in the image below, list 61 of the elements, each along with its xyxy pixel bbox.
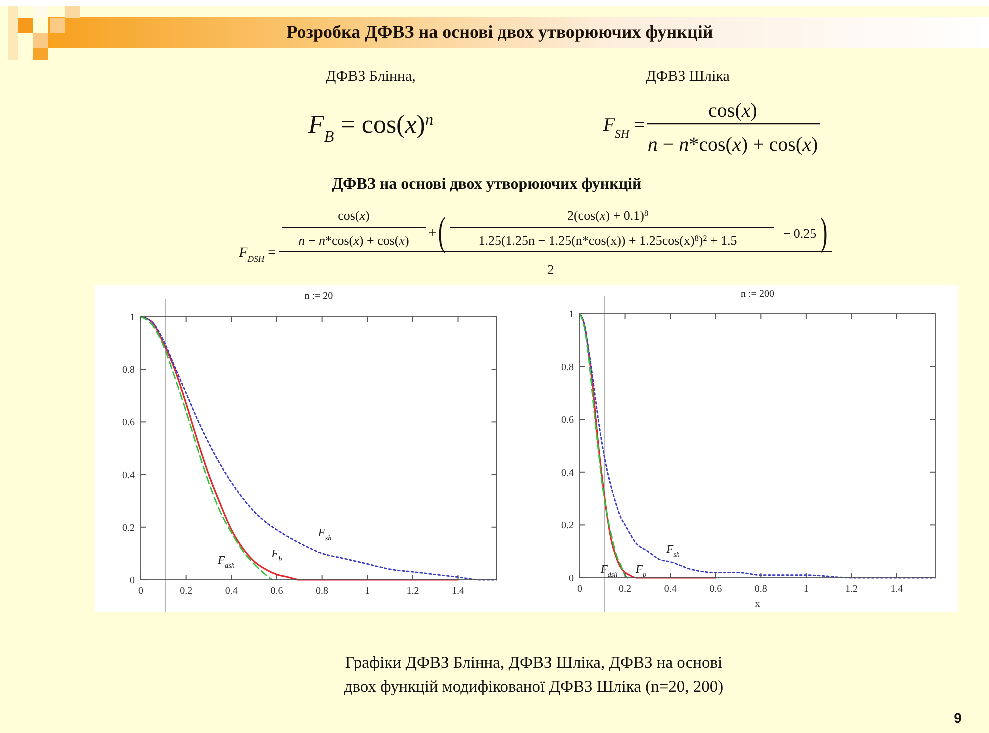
text: Графіки ДФВЗ Блінна, ДФВЗ Шліка, ДФВЗ на основі bbox=[345, 653, 724, 672]
text: F$_{B}$ = cos(x)$^{n}$ bbox=[308, 110, 434, 146]
text: ( bbox=[438, 209, 446, 254]
y-tick-label: 0 bbox=[130, 576, 135, 586]
x-tick-label: 0 bbox=[138, 586, 144, 597]
text: 1.25(1.25n − 1.25(n*cos(x)) + 1.25cos(x)$^{8}$)$^{2}$ + 1.5 bbox=[478, 233, 738, 248]
chart-title: n := 20 bbox=[304, 291, 334, 302]
y-tick-label: 0.4 bbox=[562, 468, 574, 479]
y-tick-label: 0.6 bbox=[122, 418, 135, 429]
chart-title: n := 200 bbox=[741, 289, 774, 300]
x-tick-label: 0 bbox=[578, 584, 582, 595]
text: cos(x) bbox=[338, 208, 370, 223]
x-tick-label: 0.4 bbox=[664, 584, 677, 595]
text: ДФВЗ Шліка bbox=[646, 69, 730, 85]
text: F$_{DSH}$ = bbox=[238, 246, 276, 264]
x-tick-label: 1.2 bbox=[406, 586, 420, 597]
series-label: F$_{sh}$ bbox=[317, 528, 332, 543]
text: 9 bbox=[954, 710, 962, 726]
x-tick-label: 1 bbox=[365, 586, 370, 597]
text: 2(cos(x) + 0.1)$^{8}$ bbox=[567, 208, 649, 223]
text: n − n*cos(x) + cos(x) bbox=[648, 134, 818, 156]
line-series bbox=[579, 313, 628, 579]
x-tick-label: 0.2 bbox=[180, 586, 193, 597]
y-tick-label: 0.2 bbox=[122, 522, 135, 534]
text: + bbox=[428, 226, 438, 242]
x-tick-label: 1 bbox=[804, 584, 809, 595]
series-label: F$_{dsh}$ bbox=[600, 564, 618, 579]
text: F$_{SH}$ = bbox=[602, 115, 645, 140]
text: n − n*cos(x) + cos(x) bbox=[298, 233, 410, 248]
x-tick-label: 0.2 bbox=[619, 584, 632, 595]
x-tick-label: 0.6 bbox=[710, 584, 722, 595]
text: − 0.25 bbox=[783, 226, 817, 241]
x-tick-label: 0.8 bbox=[754, 584, 768, 595]
series-label: F$_{sh}$ bbox=[666, 544, 680, 560]
y-tick-label: 0.6 bbox=[562, 415, 574, 426]
text: ) bbox=[820, 209, 828, 254]
x-tick-label: 1.2 bbox=[845, 584, 858, 595]
x-tick-label: 1.4 bbox=[452, 586, 465, 597]
y-tick-label: 0.2 bbox=[562, 520, 574, 532]
x-tick-label: 0.6 bbox=[270, 586, 284, 597]
text: 2 bbox=[548, 262, 554, 277]
text: двох функцій модифікованої ДФВЗ Шліка (n=20, 200) bbox=[344, 677, 724, 696]
y-tick-label: 0 bbox=[569, 574, 574, 584]
y-tick-label: 1 bbox=[130, 312, 135, 324]
x-axis-title: x bbox=[755, 599, 760, 610]
x-tick-label: 0.4 bbox=[225, 586, 238, 597]
y-tick-label: 0.8 bbox=[122, 365, 135, 376]
text: ДФВЗ на основі двох утворюючих функцій bbox=[332, 176, 642, 193]
line-series bbox=[140, 316, 274, 581]
series-label: F$_{dsh}$ bbox=[217, 555, 236, 570]
x-tick-label: 1.4 bbox=[890, 584, 904, 595]
y-tick-label: 0.4 bbox=[122, 470, 135, 482]
text: Розробка ДФВЗ на основі двох утворюючих функцій bbox=[286, 22, 714, 42]
x-tick-label: 0.8 bbox=[316, 586, 329, 597]
series-label: F$_{b}$ bbox=[634, 564, 647, 579]
y-tick-label: 1 bbox=[569, 310, 574, 320]
series-label: F$_{b}$ bbox=[270, 548, 283, 564]
text: ДФВЗ Блінна, bbox=[326, 69, 416, 85]
text: cos(x) bbox=[708, 100, 758, 122]
line-series bbox=[579, 313, 717, 579]
y-tick-label: 0.8 bbox=[562, 362, 574, 374]
